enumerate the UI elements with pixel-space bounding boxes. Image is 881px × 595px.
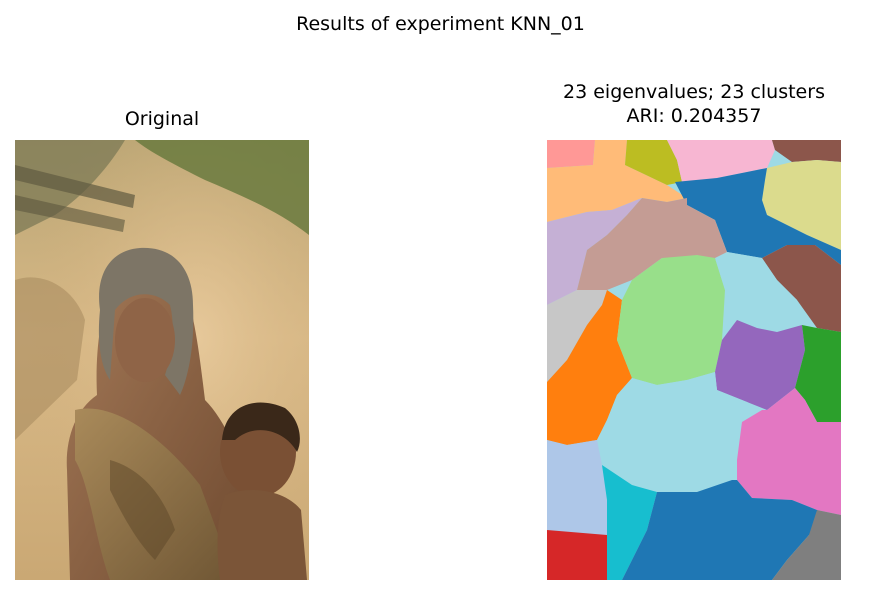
fence-rail-1 xyxy=(15,165,135,208)
segment-brown-right xyxy=(762,245,841,332)
segmentation-title-line1: 23 eigenvalues; 23 clusters xyxy=(563,81,825,103)
segment-red xyxy=(547,530,607,580)
segmentation-canvas xyxy=(547,140,841,580)
segment-light-brown xyxy=(577,198,727,290)
segment-light-pink xyxy=(667,140,775,182)
segment-light-olive xyxy=(762,160,841,250)
original-photo xyxy=(15,140,309,580)
segment-light-purple xyxy=(547,198,642,305)
segment-blue-top xyxy=(675,168,841,265)
segment-light-green xyxy=(617,255,725,385)
segment-green xyxy=(795,325,841,422)
original-photo-canvas xyxy=(15,140,309,580)
fence-rail-2 xyxy=(15,195,125,232)
segment-gray xyxy=(772,510,841,580)
sarong-pattern xyxy=(110,460,175,560)
segment-olive xyxy=(625,140,682,185)
segmentation-title-line2: ARI: 0.204357 xyxy=(626,105,762,127)
segment-light-gray xyxy=(547,290,607,382)
segment-purple xyxy=(715,320,805,410)
woman-face xyxy=(115,298,175,382)
segment-blue-bottom xyxy=(622,480,832,580)
segment-light-cyan-upper xyxy=(715,252,802,332)
segment-light-orange xyxy=(547,140,687,222)
original-image-title: Original xyxy=(124,108,200,130)
left-edge-shade xyxy=(15,277,85,440)
segment-light-cyan-lower xyxy=(597,372,762,492)
segmentation-title: 23 eigenvalues; 23 clusters ARI: 0.20435… xyxy=(494,80,881,128)
segment-light-blue xyxy=(547,440,607,535)
child-body xyxy=(217,490,307,580)
segment-pink xyxy=(737,388,841,515)
segment-cyan xyxy=(602,465,657,580)
segment-brown-top xyxy=(772,140,841,162)
segmentation-map xyxy=(547,140,841,580)
segment-orange xyxy=(547,290,632,445)
segment-light-red xyxy=(547,140,595,168)
figure-title: Results of experiment KNN_01 xyxy=(296,13,585,35)
foliage-top-right xyxy=(135,140,309,235)
child-hair xyxy=(222,402,300,452)
